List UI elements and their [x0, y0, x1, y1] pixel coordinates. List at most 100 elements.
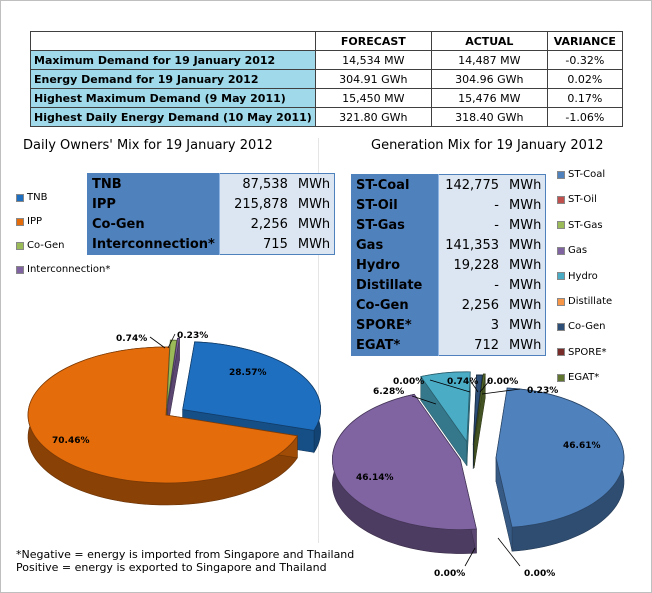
actual-cell: 15,476 MW — [430, 88, 548, 108]
table-row: Interconnection* 715 MWh — [87, 234, 335, 255]
fuel-unit: MWh — [503, 235, 546, 255]
fuel-value: - — [438, 215, 503, 235]
owners-pie — [27, 337, 321, 506]
legend-item: ST-Oil — [557, 194, 597, 205]
data-label-st-oil: 0.00% — [434, 569, 465, 579]
forecast-cell: 321.80 GWh — [314, 107, 432, 127]
variance-cell: -0.32% — [546, 50, 623, 70]
legend-label: Co-Gen — [568, 321, 606, 333]
data-label-distillate: 0.00% — [393, 377, 424, 387]
table-row: EGAT* 712 MWh — [351, 335, 546, 356]
legend-swatch — [557, 221, 565, 230]
actual-cell: 318.40 GWh — [430, 107, 548, 127]
fuel-name: ST-Oil — [351, 195, 439, 215]
owner-name: IPP — [87, 194, 220, 214]
generation-pie — [332, 371, 625, 554]
data-label-spore: 0.00% — [487, 377, 518, 387]
legend-label: EGAT* — [568, 372, 600, 384]
legend-item: Co-Gen — [16, 240, 65, 251]
legend-label: ST-Oil — [568, 194, 597, 206]
generation-mix-table: ST-Coal 142,775 MWh ST-Oil - MWh ST-Gas - MWh … — [351, 174, 547, 356]
owner-value: 215,878 — [219, 194, 292, 214]
legend-swatch — [557, 170, 565, 179]
owner-name: Interconnection* — [87, 234, 220, 255]
label-leader-line — [167, 333, 176, 349]
table-row: Distillate - MWh — [351, 275, 546, 295]
legend-label: Hydro — [568, 270, 598, 282]
fuel-value: 712 — [438, 335, 503, 356]
data-label-cogen: 0.74% — [116, 334, 147, 344]
table-row: TNB 87,538 MWh — [87, 173, 335, 194]
forecast-cell: 304.91 GWh — [314, 69, 432, 89]
label-leader-line — [469, 379, 479, 393]
row-label: Energy Demand for 19 January 2012 — [30, 69, 316, 89]
label-leader-line — [149, 336, 166, 349]
table-row: Gas 141,353 MWh — [351, 235, 546, 255]
legend-item: Interconnection* — [16, 264, 110, 275]
owner-unit: MWh — [291, 214, 335, 234]
table-row: Energy Demand for 19 January 2012 304.91… — [30, 69, 623, 89]
fuel-unit: MWh — [503, 255, 546, 275]
legend-item: Hydro — [557, 271, 598, 282]
legend-swatch — [557, 246, 565, 255]
legend-item: ST-Coal — [557, 169, 605, 180]
table-row: Maximum Demand for 19 January 2012 14,53… — [30, 50, 623, 70]
data-label-cogen: 0.74% — [447, 377, 478, 387]
legend-swatch — [16, 217, 24, 226]
table-row: Co-Gen 2,256 MWh — [87, 214, 335, 234]
legend-swatch — [557, 348, 565, 357]
fuel-value: 3 — [438, 315, 503, 335]
fuel-value: - — [438, 195, 503, 215]
header-variance: VARIANCE — [546, 31, 623, 51]
owner-value: 715 — [219, 234, 292, 255]
footnote-line-positive: Positive = energy is exported to Singapo… — [16, 561, 327, 574]
fuel-unit: MWh — [503, 174, 546, 195]
legend-item: EGAT* — [557, 372, 599, 383]
actual-cell: 304.96 GWh — [430, 69, 548, 89]
legend-item: IPP — [16, 216, 42, 227]
row-label: Maximum Demand for 19 January 2012 — [30, 50, 316, 70]
row-label: Highest Daily Energy Demand (10 May 2011… — [30, 107, 316, 127]
data-label-egat: 0.23% — [527, 386, 558, 396]
table-header-row: FORECAST ACTUAL VARIANCE — [30, 31, 623, 51]
fuel-name: SPORE* — [351, 315, 439, 335]
header-blank — [30, 31, 316, 51]
generation-chart-title: Generation Mix for 19 January 2012 — [371, 138, 604, 153]
legend-label: ST-Gas — [568, 219, 603, 231]
legend-swatch — [16, 193, 24, 202]
pie-slice-gas — [332, 393, 477, 530]
legend-swatch — [557, 272, 565, 281]
legend-label: Gas — [568, 245, 588, 257]
fuel-unit: MWh — [503, 295, 546, 315]
legend-item: Distillate — [557, 296, 612, 307]
panel-divider — [318, 138, 319, 543]
pie-slice-interconnection — [167, 337, 180, 407]
legend-label: SPORE* — [568, 346, 607, 358]
label-leader-line — [411, 395, 437, 405]
data-label-gas: 46.14% — [356, 473, 394, 483]
legend-label: Interconnection* — [27, 264, 111, 275]
pie-slice-ipp — [27, 346, 299, 484]
owner-value: 87,538 — [219, 173, 292, 194]
legend-label: ST-Coal — [568, 169, 606, 180]
fuel-unit: MWh — [503, 275, 546, 295]
fuel-value: 19,228 — [438, 255, 503, 275]
table-row: Highest Daily Energy Demand (10 May 2011… — [30, 107, 623, 127]
legend-item: Gas — [557, 245, 587, 256]
owner-name: Co-Gen — [87, 214, 220, 234]
fuel-unit: MWh — [503, 195, 546, 215]
label-leader-line — [481, 388, 521, 395]
pie-slice-tnb — [182, 341, 321, 431]
legend-label: TNB — [27, 192, 48, 203]
fuel-value: 2,256 — [438, 295, 503, 315]
fuel-name: Gas — [351, 235, 439, 255]
table-row: IPP 215,878 MWh — [87, 194, 335, 214]
label-leader-line — [497, 537, 521, 567]
demand-summary-table: FORECAST ACTUAL VARIANCE Maximum Demand … — [30, 31, 623, 127]
label-leader-line — [479, 379, 491, 393]
pie-slice-hydro — [420, 371, 471, 444]
legend-label: Co-Gen — [27, 240, 65, 251]
label-leader-line — [464, 547, 476, 567]
legend-swatch — [557, 195, 565, 204]
